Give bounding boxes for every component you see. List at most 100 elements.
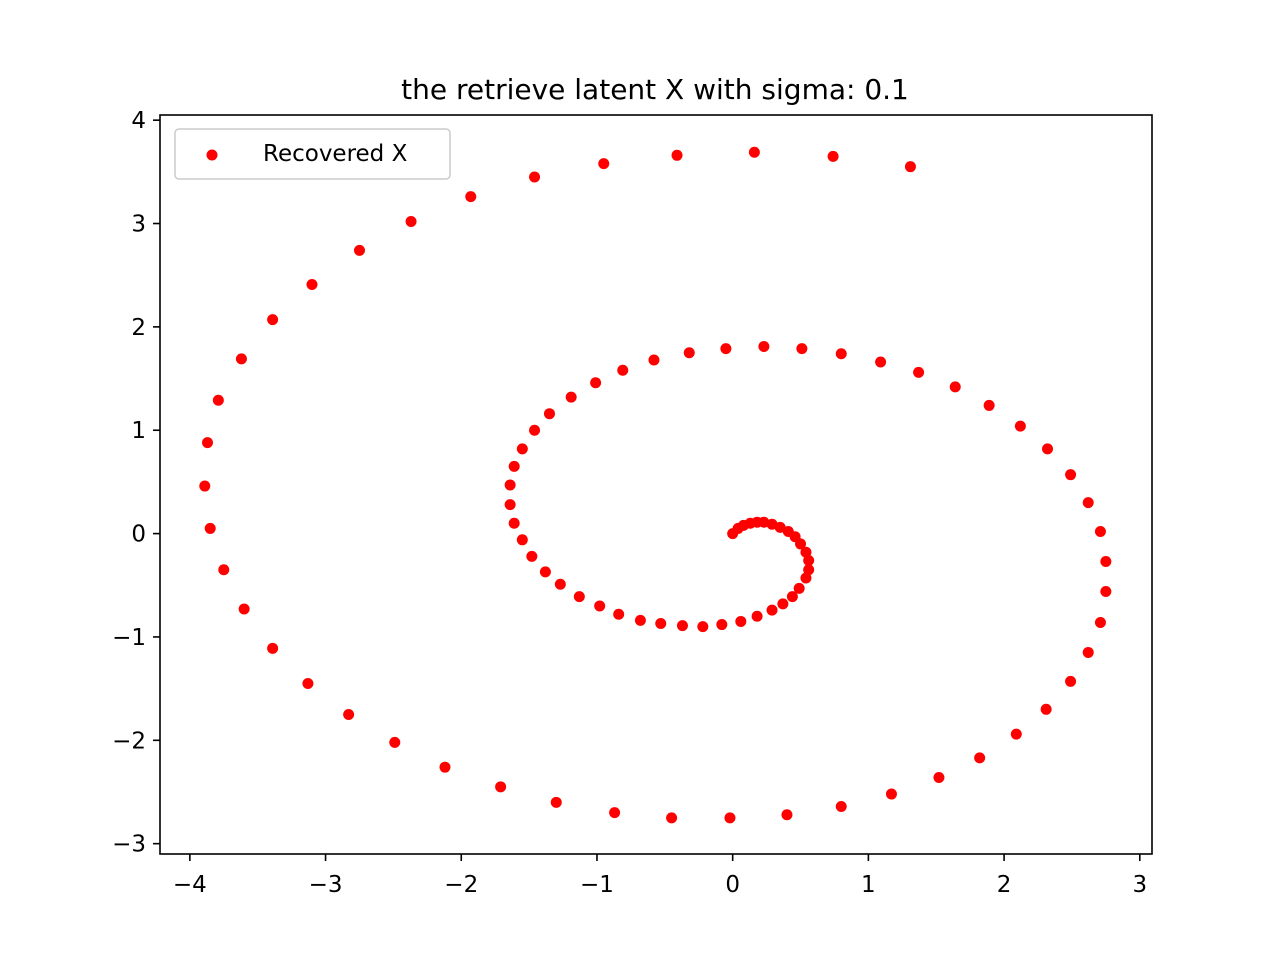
data-point [786,591,798,603]
data-point [590,377,602,389]
data-point [735,615,747,627]
data-point [676,620,688,632]
data-point [1100,585,1112,597]
y-tick-label: 2 [131,315,146,341]
data-point [565,391,577,403]
data-point [550,796,562,808]
data-point [913,366,925,378]
legend-marker [206,149,218,161]
y-tick-label: 0 [131,522,146,548]
y-tick-label: −1 [112,625,146,651]
data-point [758,341,770,353]
data-point [803,554,815,566]
data-point [554,578,566,590]
data-point [655,618,667,630]
data-point [1065,469,1077,481]
data-point [508,517,520,529]
data-point [796,343,808,355]
x-tick-label: 0 [725,872,740,898]
y-tick-label: −3 [112,832,146,858]
data-point [238,603,250,615]
plot-frame [159,114,1153,855]
data-point [529,171,541,183]
data-point [495,781,507,793]
data-point [539,566,551,578]
data-point [353,244,365,256]
data-point [617,364,629,376]
data-point [199,480,211,492]
data-point [974,752,986,764]
data-point [697,621,709,633]
data-point [777,598,789,610]
x-tick-label: 2 [997,872,1012,898]
data-point [751,610,763,622]
data-point [405,215,417,227]
data-point [803,564,815,576]
data-point [516,443,528,455]
data-point [666,812,678,824]
data-point [1040,703,1052,715]
data-point [212,394,224,406]
legend-label: Recovered X [263,141,408,167]
data-point [504,499,516,511]
data-point [598,158,610,170]
data-point [389,736,401,748]
data-point [835,800,847,812]
data-point [781,809,793,821]
points-layer [199,146,1112,824]
x-tick-label: −1 [580,872,614,898]
data-point [343,708,355,720]
data-point [634,614,646,626]
data-point [1094,526,1106,538]
data-point [573,591,585,603]
data-point [202,437,213,449]
data-point [766,604,778,616]
data-point [594,600,606,612]
data-point [683,347,695,359]
data-point [526,550,538,562]
data-point [671,149,683,161]
data-point [949,381,961,393]
data-point [724,812,736,824]
data-point [1082,497,1094,509]
data-point [716,619,728,631]
data-point [235,353,247,365]
data-point [827,150,839,162]
data-point [1082,646,1094,658]
data-point [1014,420,1026,432]
data-point [1094,616,1106,628]
data-point [648,354,660,366]
data-point [306,279,318,290]
data-point [800,572,812,584]
data-point [302,677,314,689]
chart-title: the retrieve latent X with sigma: 0.1 [401,73,909,106]
data-point [1100,556,1112,567]
data-point [609,807,621,819]
data-point [720,343,732,355]
data-point [1042,443,1054,455]
data-point [218,564,230,576]
y-tick-label: 3 [131,212,146,238]
data-point [508,460,520,472]
y-tick-label: 1 [131,418,146,444]
data-point [793,582,805,594]
x-tick-label: −2 [444,872,478,898]
data-point [204,522,216,534]
legend-frame [174,128,451,180]
x-tick-label: 3 [1132,872,1147,898]
data-point [933,772,945,784]
axes-layer: −4 −3 −2 −1 0 1 2 3 −3 −2 −1 0 1 2 3 4 [112,108,1153,898]
y-tick-label: −2 [112,728,146,754]
data-point [1065,675,1077,687]
data-point [267,314,279,326]
data-point [439,761,451,773]
data-point [875,356,887,368]
x-tick-label: 1 [861,872,876,898]
data-point [543,408,555,420]
data-point [774,521,786,533]
data-point [835,348,847,360]
data-point [613,608,625,620]
data-point [885,788,897,800]
data-point [516,534,528,546]
